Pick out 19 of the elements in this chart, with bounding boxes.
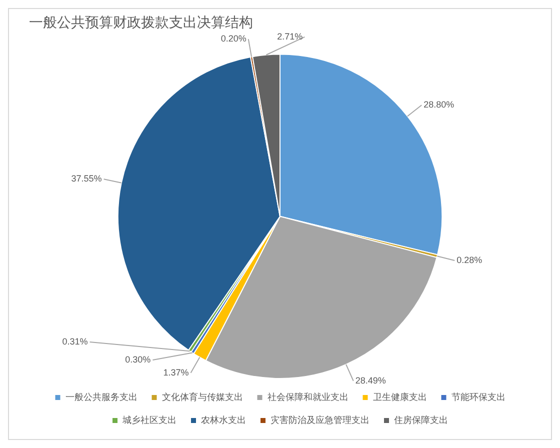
data-label: 0.28%	[456, 254, 482, 265]
data-label: 28.80%	[424, 100, 454, 110]
data-label: 37.55%	[71, 174, 102, 184]
data-label: 1.37%	[163, 367, 189, 378]
legend-label: 灾害防治及应急管理支出	[270, 414, 370, 426]
data-label: 2.71%	[277, 31, 303, 42]
chart-title: 一般公共预算财政拨款支出决算结构	[29, 15, 253, 32]
legend-label: 社会保障和就业支出	[267, 392, 348, 403]
data-label: 0.20%	[220, 34, 246, 44]
data-label: 0.31%	[62, 336, 88, 347]
legend-label: 文化体育与传媒支出	[162, 392, 243, 403]
legend-label: 卫生健康支出	[372, 392, 427, 403]
legend-label: 农林水支出	[201, 414, 246, 426]
data-label: 28.49%	[355, 375, 386, 386]
data-label: 0.30%	[125, 354, 151, 364]
legend-label: 一般公共服务支出	[65, 392, 138, 403]
legend-label: 住房保障支出	[394, 414, 448, 426]
legend-label: 节能环保支出	[451, 392, 506, 403]
legend-label: 城乡社区支出	[122, 414, 176, 426]
